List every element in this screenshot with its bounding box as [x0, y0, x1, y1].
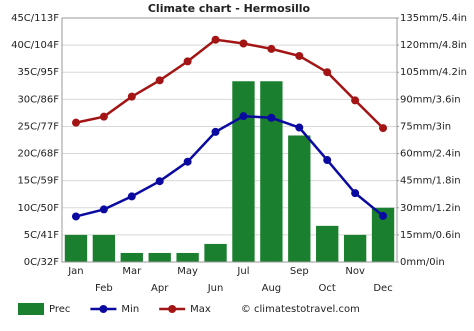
- x-tick-label: Apr: [151, 283, 169, 294]
- point: [71, 212, 80, 221]
- point: [211, 35, 220, 44]
- x-tick-label: Sep: [290, 266, 309, 277]
- bar: [288, 135, 311, 262]
- y2-tick-label: 45mm/1.8in: [400, 176, 461, 187]
- point: [351, 189, 360, 198]
- y2-tick-label: 15mm/0.6in: [400, 230, 461, 241]
- point: [239, 112, 248, 121]
- x-tick-label: Jun: [207, 283, 224, 294]
- point: [267, 44, 276, 53]
- x-tick-label: Mar: [122, 266, 142, 277]
- y-tick-label: 35C/95F: [17, 67, 59, 78]
- bar: [64, 234, 88, 262]
- x-tick-label: May: [177, 266, 198, 277]
- x-tick-label: Jan: [67, 266, 83, 277]
- y-tick-label: 30C/86F: [17, 94, 59, 105]
- x-tick-label: Aug: [262, 283, 282, 294]
- y2-tick-label: 30mm/1.2in: [400, 203, 461, 214]
- line: [75, 38, 384, 129]
- bar: [343, 234, 367, 262]
- point: [379, 124, 388, 133]
- x-tick-label: Nov: [345, 266, 365, 277]
- x-tick-label: Jul: [236, 266, 249, 277]
- y-tick-label: 25C/77F: [17, 121, 59, 132]
- bar: [260, 81, 283, 262]
- bar: [92, 234, 116, 262]
- legend-label: Max: [190, 304, 211, 315]
- point: [71, 118, 80, 127]
- y2-tick-label: 105mm/4.2in: [400, 67, 467, 78]
- legend-label: Prec: [49, 304, 70, 315]
- legend-swatch: [168, 305, 177, 313]
- y-tick-label: 0C/32F: [24, 257, 59, 268]
- point: [155, 177, 164, 186]
- point: [323, 156, 332, 165]
- legend-swatch: [18, 303, 44, 315]
- y2-tick-label: 75mm/3in: [400, 121, 451, 132]
- point: [351, 96, 360, 105]
- y-tick-label: 5C/41F: [24, 230, 59, 241]
- bar: [148, 252, 171, 262]
- point: [239, 39, 248, 48]
- point: [183, 157, 192, 166]
- x-tick-label: Dec: [373, 283, 392, 294]
- point: [323, 68, 332, 77]
- x-tick-label: Feb: [95, 283, 113, 294]
- legend-label: Min: [121, 304, 139, 315]
- point: [99, 112, 108, 121]
- point: [295, 123, 304, 132]
- bar: [176, 252, 199, 262]
- y2-tick-label: 60mm/2.4in: [400, 149, 461, 160]
- bar: [316, 225, 339, 262]
- point: [267, 113, 276, 122]
- y2-tick-label: 120mm/4.8in: [400, 40, 467, 51]
- bar: [371, 207, 395, 262]
- y2-tick-label: 0mm/0in: [400, 257, 445, 268]
- point: [155, 76, 164, 85]
- y-tick-label: 20C/68F: [17, 149, 59, 160]
- point: [295, 51, 304, 60]
- plot-frame: [61, 17, 398, 263]
- line: [75, 114, 384, 218]
- bar: [204, 243, 227, 262]
- point: [127, 192, 136, 201]
- y2-tick-label: 135mm/5.4in: [400, 13, 467, 24]
- chart-title: Climate chart - Hermosillo: [148, 2, 311, 15]
- legend-swatch: [99, 305, 108, 313]
- point: [183, 57, 192, 66]
- point: [99, 205, 108, 214]
- y-tick-label: 15C/59F: [17, 176, 59, 187]
- point: [127, 92, 136, 101]
- x-tick-label: Oct: [319, 283, 336, 294]
- watermark: © climatestotravel.com: [241, 304, 360, 315]
- bar: [232, 81, 255, 262]
- y-tick-label: 10C/50F: [17, 203, 59, 214]
- point: [211, 127, 220, 136]
- point: [379, 211, 388, 220]
- y-tick-label: 40C/104F: [11, 40, 59, 51]
- bar: [120, 252, 143, 262]
- y2-tick-label: 90mm/3.6in: [400, 94, 461, 105]
- y-tick-label: 45C/113F: [11, 13, 59, 24]
